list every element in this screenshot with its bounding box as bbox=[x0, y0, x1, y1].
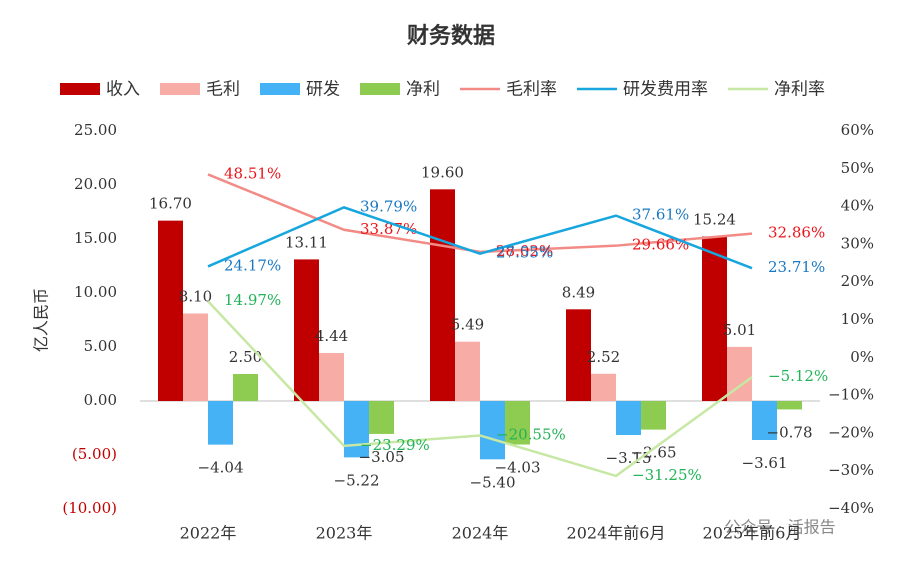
footer: 公众号 · 活报告 bbox=[724, 518, 835, 537]
y2-tick-label: −20% bbox=[828, 423, 874, 441]
legend-swatch bbox=[360, 83, 400, 95]
bar bbox=[233, 374, 258, 401]
line-value-label: 33.87% bbox=[360, 220, 417, 238]
bar bbox=[430, 189, 455, 401]
line bbox=[207, 300, 753, 478]
bar bbox=[591, 373, 616, 401]
line bbox=[207, 206, 753, 270]
line-value-label: −5.12% bbox=[768, 367, 828, 385]
y2-tick-label: −10% bbox=[828, 386, 874, 404]
bar-value-label: 13.11 bbox=[285, 233, 328, 251]
bar bbox=[158, 220, 183, 401]
y-tick-label: 0.00 bbox=[84, 391, 117, 409]
legend-label: 毛利 bbox=[206, 80, 240, 100]
line-value-label: 37.61% bbox=[632, 206, 689, 224]
bar bbox=[480, 401, 505, 460]
bar-value-label: 2.52 bbox=[587, 348, 620, 366]
legend-label: 毛利率 bbox=[506, 80, 557, 100]
y-tick-label: 25.00 bbox=[74, 121, 117, 139]
bar bbox=[505, 401, 530, 445]
bar-value-label: 16.70 bbox=[149, 195, 192, 213]
bar-value-label: 5.49 bbox=[451, 316, 484, 334]
y2-tick-label: 30% bbox=[841, 234, 874, 252]
line-value-label: 14.97% bbox=[224, 291, 281, 309]
line-value-label: 39.79% bbox=[360, 197, 417, 215]
line-value-label: 23.71% bbox=[768, 258, 825, 276]
x-tick-label: 2024年前6月 bbox=[567, 524, 666, 543]
legend-label: 研发费用率 bbox=[623, 80, 708, 100]
line-value-label: 24.17% bbox=[224, 256, 281, 274]
bar bbox=[566, 309, 591, 401]
legend-label: 收入 bbox=[106, 80, 140, 100]
y2-tick-label: 60% bbox=[841, 121, 874, 139]
y2-tick-label: −40% bbox=[828, 499, 874, 517]
bar-value-label: −0.78 bbox=[767, 423, 813, 441]
legend-label: 净利 bbox=[406, 80, 440, 100]
bar-value-label: 15.24 bbox=[693, 210, 736, 228]
line-value-label: 48.51% bbox=[224, 164, 281, 182]
line-value-label: −20.55% bbox=[496, 425, 566, 443]
bar bbox=[319, 353, 344, 401]
legend-swatch bbox=[260, 83, 300, 95]
y-tick-label: 15.00 bbox=[74, 229, 117, 247]
bar-value-label: 4.44 bbox=[315, 327, 348, 345]
y2-tick-label: 0% bbox=[850, 348, 874, 366]
bar bbox=[294, 259, 319, 401]
bar-value-label: 2.50 bbox=[229, 348, 262, 366]
line-value-label: 32.86% bbox=[768, 224, 825, 242]
y-tick-label: 10.00 bbox=[74, 283, 117, 301]
bar bbox=[777, 401, 802, 410]
bar bbox=[344, 401, 369, 458]
y-tick-label: 5.00 bbox=[84, 337, 117, 355]
x-tick-label: 2024年 bbox=[452, 524, 509, 543]
x-tick-label: 2025年前6月 bbox=[703, 524, 802, 543]
y2-tick-label: 10% bbox=[841, 310, 874, 328]
bar bbox=[641, 401, 666, 430]
bar-value-label: −3.05 bbox=[359, 448, 405, 466]
y2-tick-label: 50% bbox=[841, 159, 874, 177]
line bbox=[207, 173, 753, 254]
bar-value-label: 5.01 bbox=[723, 321, 756, 339]
y-axis-label: 亿人民币 bbox=[32, 288, 51, 352]
bar-value-label: −4.04 bbox=[198, 459, 244, 477]
y2-tick-label: 40% bbox=[841, 197, 874, 215]
bar bbox=[752, 401, 777, 440]
bar-value-label: −5.40 bbox=[470, 473, 516, 491]
line-value-label: 27.55% bbox=[496, 244, 553, 262]
bar-value-label: −5.22 bbox=[334, 471, 380, 489]
bar-value-label: 8.10 bbox=[179, 288, 212, 306]
y2-tick-label: −30% bbox=[828, 461, 874, 479]
line-value-label: −23.29% bbox=[360, 436, 430, 454]
x-tick-label: 2023年 bbox=[316, 524, 373, 543]
line-value-label: 29.66% bbox=[632, 236, 689, 254]
bar-value-label: 19.60 bbox=[421, 163, 464, 181]
chart-title: 财务数据 bbox=[407, 23, 495, 49]
y-tick-label: (10.00) bbox=[62, 499, 117, 517]
bar bbox=[455, 341, 480, 401]
legend-label: 净利率 bbox=[774, 80, 825, 100]
legend-swatch bbox=[60, 83, 100, 95]
bar bbox=[616, 401, 641, 436]
line-value-label: −31.25% bbox=[632, 466, 702, 484]
bar-value-label: −3.15 bbox=[606, 449, 652, 467]
bar bbox=[183, 313, 208, 401]
bar bbox=[208, 401, 233, 445]
bar-value-label: −4.03 bbox=[495, 459, 541, 477]
bar-value-label: −3.61 bbox=[742, 454, 788, 472]
y-tick-label: 20.00 bbox=[74, 175, 117, 193]
legend-label: 研发 bbox=[306, 80, 340, 100]
y2-tick-label: 20% bbox=[841, 272, 874, 290]
bar-value-label: 8.49 bbox=[562, 283, 595, 301]
y-tick-label: (5.00) bbox=[72, 445, 117, 463]
legend-swatch bbox=[160, 83, 200, 95]
bar bbox=[702, 236, 727, 401]
x-tick-label: 2022年 bbox=[180, 524, 237, 543]
bar bbox=[369, 401, 394, 434]
